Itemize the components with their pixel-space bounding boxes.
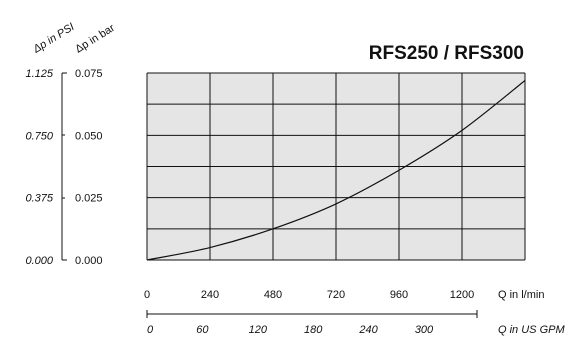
y2-tick-label: 0.750 bbox=[25, 130, 53, 142]
y2-tick-label: 0.375 bbox=[25, 193, 53, 205]
x-tick-label: 0 bbox=[144, 289, 150, 301]
x2-tick-label: 0 bbox=[147, 324, 154, 336]
grid-lines bbox=[146, 72, 526, 261]
y2-tick-label: 0.000 bbox=[25, 255, 53, 267]
y-tick-label: 0.025 bbox=[75, 193, 103, 205]
chart-title: RFS250 / RFS300 bbox=[369, 43, 524, 64]
x2-tick-label: 60 bbox=[196, 324, 209, 336]
x2-tick-label: 300 bbox=[415, 324, 434, 336]
x2-tick-label: 240 bbox=[358, 324, 378, 336]
y2-ticks: 0.000 0.375 0.750 1.125 bbox=[25, 68, 53, 267]
x-tick-label: 720 bbox=[327, 289, 345, 301]
y2-axis-bracket bbox=[61, 72, 67, 261]
x-tick-label: 480 bbox=[264, 289, 282, 301]
x2-axis-line bbox=[146, 310, 478, 318]
x-ticks: 0 240 480 720 960 1200 bbox=[144, 289, 474, 301]
y-axis-label: Δp in bar bbox=[73, 22, 117, 56]
y-ticks: 0.000 0.025 0.050 0.075 bbox=[75, 68, 103, 267]
x-axis-label: Q in l/min bbox=[498, 289, 544, 301]
x2-axis-label: Q in US GPM bbox=[498, 324, 565, 336]
y2-axis-label: Δp in PSI bbox=[30, 21, 76, 56]
x2-ticks: 0 60 120 180 240 300 bbox=[147, 324, 434, 336]
x2-tick-label: 120 bbox=[249, 324, 268, 336]
x-tick-label: 960 bbox=[390, 289, 408, 301]
x-tick-label: 240 bbox=[201, 289, 219, 301]
y2-tick-label: 1.125 bbox=[25, 68, 53, 80]
pressure-drop-curve bbox=[146, 80, 526, 261]
x2-tick-label: 180 bbox=[304, 324, 323, 336]
y-tick-label: 0.000 bbox=[75, 255, 103, 267]
x-tick-label: 1200 bbox=[450, 289, 474, 301]
y-tick-label: 0.075 bbox=[75, 68, 103, 80]
y-tick-label: 0.050 bbox=[75, 130, 103, 142]
